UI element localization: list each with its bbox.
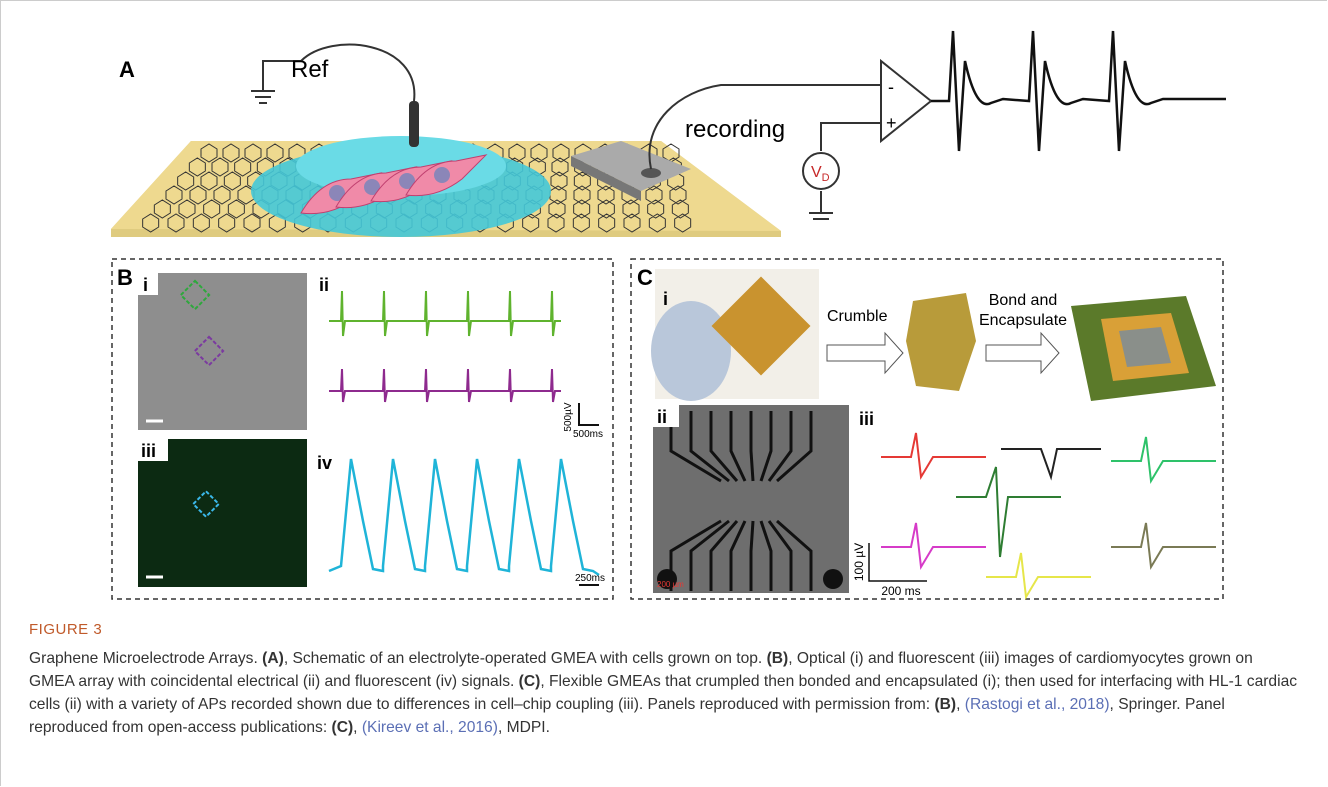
caption-ref: (B) bbox=[767, 650, 789, 667]
caption-text: , MDPI. bbox=[498, 719, 550, 736]
sub-label: ii bbox=[319, 275, 329, 295]
sub-label: iii bbox=[859, 409, 874, 429]
ref-electrode bbox=[409, 101, 419, 147]
ecg-trace bbox=[931, 31, 1226, 151]
marker bbox=[823, 569, 843, 589]
sub-label: iii bbox=[141, 441, 156, 461]
sub-label: i bbox=[143, 275, 148, 295]
panel-label: C bbox=[637, 265, 653, 290]
sub-label: ii bbox=[657, 407, 667, 427]
scale-label: 200 ms bbox=[881, 584, 920, 598]
scale-label: 500ms bbox=[573, 429, 603, 440]
scale-bar bbox=[579, 403, 599, 425]
ap-trace bbox=[1001, 449, 1101, 477]
caption-text: , bbox=[956, 696, 965, 713]
ref-label: Ref bbox=[291, 56, 329, 83]
step-label: Bond and bbox=[989, 292, 1058, 309]
amp-minus: - bbox=[888, 77, 894, 97]
sub-label: i bbox=[663, 289, 668, 309]
step-label: Crumble bbox=[827, 308, 888, 325]
scale-label: 250ms bbox=[575, 573, 605, 584]
nucleus bbox=[434, 167, 450, 183]
caption-text: , Schematic of an electrolyte-operated G… bbox=[284, 650, 767, 667]
scale-label: 200 µm bbox=[657, 580, 684, 589]
electrical-trace bbox=[329, 369, 561, 402]
fluorescent-image bbox=[138, 439, 307, 587]
glove bbox=[651, 301, 731, 401]
vd-sub: D bbox=[822, 172, 830, 184]
recording-label: recording bbox=[685, 116, 785, 143]
wire bbox=[263, 45, 414, 101]
caption-ref: (C) bbox=[519, 673, 541, 690]
vd-main: V bbox=[811, 164, 822, 181]
citation-link[interactable]: (Rastogi et al., 2018) bbox=[965, 696, 1110, 713]
arrow bbox=[827, 333, 903, 373]
probe bbox=[641, 168, 661, 178]
figure-art: A Ref recording - + VD B i iii ii 500µV … bbox=[1, 1, 1328, 611]
panel-label: A bbox=[119, 57, 135, 82]
fluorescent-trace bbox=[329, 459, 599, 575]
ap-traces bbox=[881, 433, 1216, 597]
caption-text: Graphene Microelectrode Arrays. bbox=[29, 650, 262, 667]
ap-trace bbox=[881, 523, 986, 567]
step-label: Encapsulate bbox=[979, 312, 1067, 329]
caption-ref: (A) bbox=[262, 650, 284, 667]
page: A Ref recording - + VD B i iii ii 500µV … bbox=[0, 0, 1327, 786]
arrow bbox=[986, 333, 1059, 373]
caption: Graphene Microelectrode Arrays. (A), Sch… bbox=[29, 647, 1299, 739]
ap-trace bbox=[956, 467, 1061, 557]
amp-plus: + bbox=[886, 113, 897, 133]
scale-label: 500µV bbox=[563, 402, 574, 431]
caption-text: , bbox=[353, 719, 362, 736]
ap-trace bbox=[986, 553, 1091, 597]
electrical-trace bbox=[329, 291, 561, 336]
ap-trace bbox=[1111, 437, 1216, 481]
figure-title: FIGURE 3 bbox=[29, 621, 102, 638]
caption-ref: (C) bbox=[332, 719, 354, 736]
scale-label: 100 µV bbox=[852, 543, 866, 581]
panel-label: B bbox=[117, 265, 133, 290]
sub-label: iv bbox=[317, 453, 332, 473]
ap-trace bbox=[1111, 523, 1216, 567]
citation-link[interactable]: (Kireev et al., 2016) bbox=[362, 719, 498, 736]
caption-ref: (B) bbox=[934, 696, 956, 713]
crumpled-mea bbox=[906, 293, 976, 391]
ap-trace bbox=[881, 433, 986, 477]
